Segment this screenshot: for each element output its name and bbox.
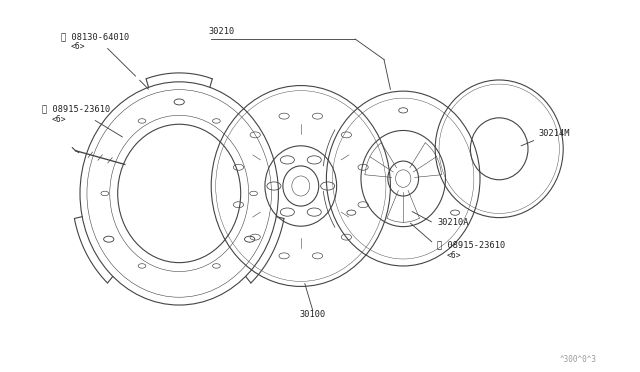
Text: 30214M: 30214M <box>539 129 570 138</box>
Text: Ⓣ 08915-23610: Ⓣ 08915-23610 <box>42 105 110 113</box>
Text: <6>: <6> <box>447 251 461 260</box>
Text: ^300^0^3: ^300^0^3 <box>560 355 597 363</box>
Text: Ⓑ 08130-64010: Ⓑ 08130-64010 <box>61 32 129 41</box>
Text: 30210A: 30210A <box>437 218 468 227</box>
Text: 30210: 30210 <box>208 27 234 36</box>
Text: 30100: 30100 <box>300 310 326 319</box>
Text: <6>: <6> <box>70 42 85 51</box>
Text: Ⓣ 08915-23610: Ⓣ 08915-23610 <box>437 240 506 249</box>
Text: <6>: <6> <box>51 115 66 124</box>
